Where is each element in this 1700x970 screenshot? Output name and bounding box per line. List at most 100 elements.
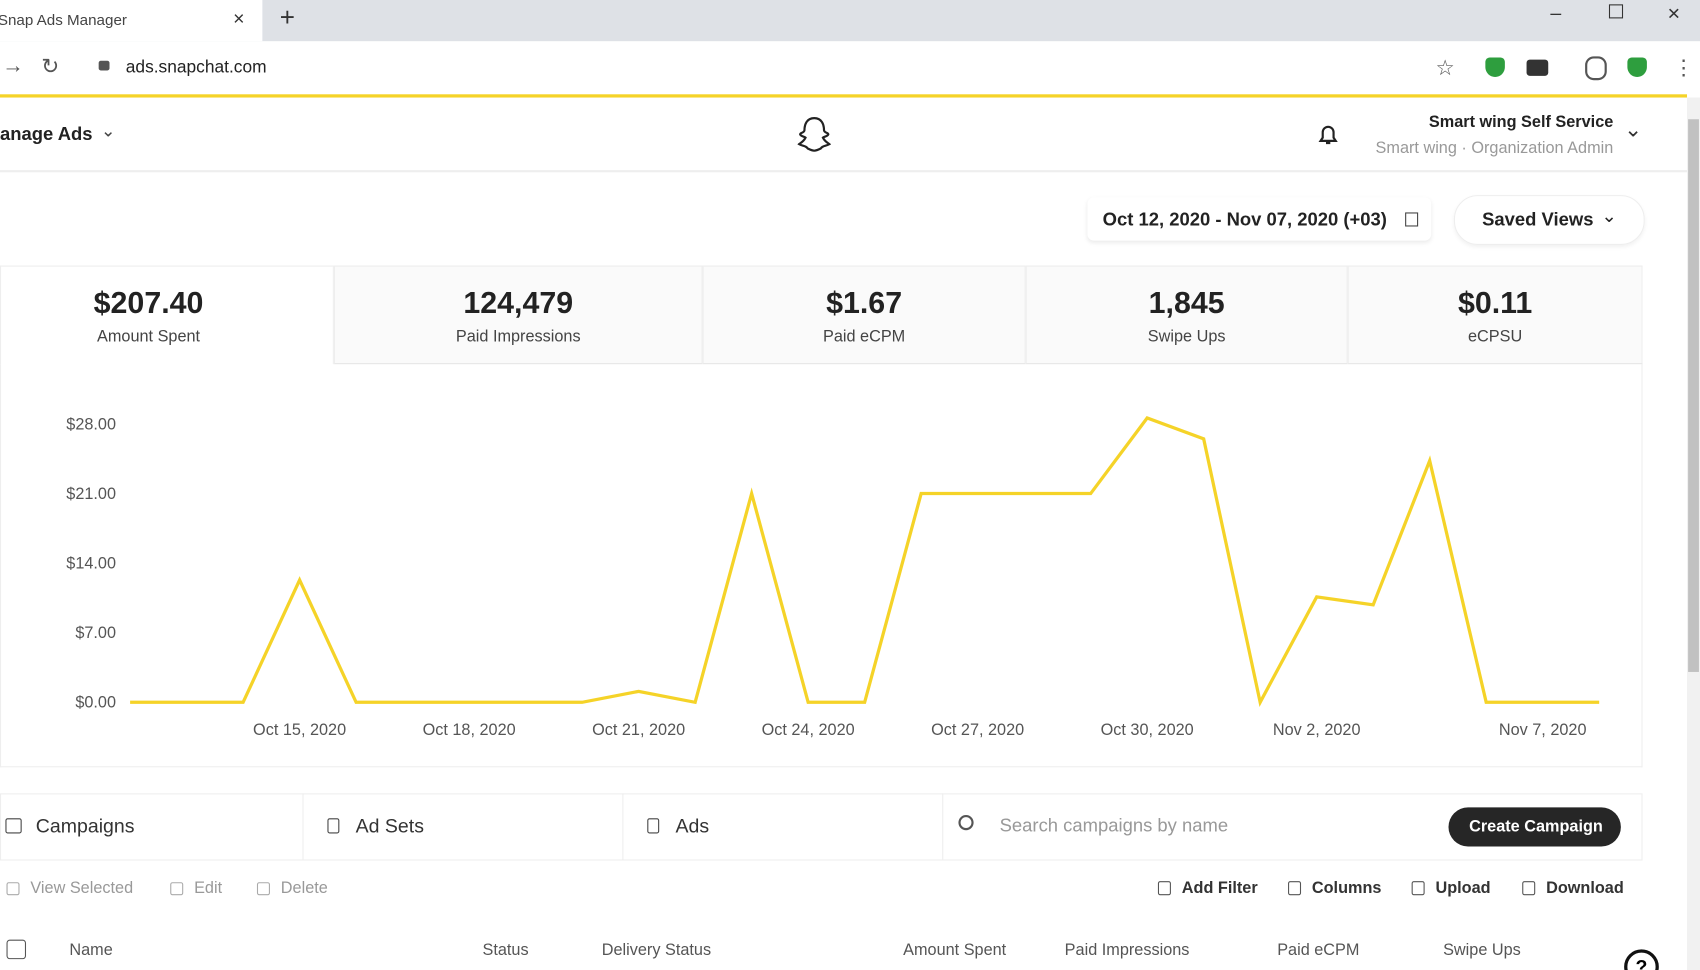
x-tick-label: Oct 15, 2020 [253,721,346,739]
tab-close[interactable]: × [233,7,245,30]
x-tick-label: Oct 27, 2020 [931,721,1024,739]
tabs [0,793,1643,861]
chevron: ⌄ [100,122,116,141]
y-tick-label: $14.00 [66,555,116,573]
action-icon [256,882,270,896]
divider [0,170,1688,173]
stat-value: $207.40 [93,286,204,320]
reload[interactable]: ↻ [41,55,60,80]
tab[interactable] [304,793,624,861]
star[interactable]: ☆ [1435,56,1455,81]
tool-icon [1522,881,1536,896]
profile[interactable] [1585,56,1607,81]
column-header[interactable]: Status [482,940,529,960]
tab[interactable] [0,793,304,861]
column-header[interactable]: Amount Spent [903,940,1007,960]
line [130,416,1600,707]
new-tab[interactable]: + [279,3,295,33]
saved-views[interactable] [1453,195,1645,245]
x-tick-label: Oct 24, 2020 [762,721,855,739]
stat-label: Paid Impressions [455,327,581,346]
create-campaign-label: Create Campaign [1469,817,1603,836]
close[interactable]: × [1667,2,1681,27]
account-role: Smart wing · Organization Admin [1375,138,1614,158]
select-all[interactable] [6,939,27,960]
tool[interactable]: Add Filter [1181,878,1258,898]
stat-label: Swipe Ups [1147,327,1226,346]
extension[interactable] [1485,57,1505,77]
accent-line [0,94,1688,98]
account-name[interactable]: Smart wing Self Service [1428,112,1614,132]
column-header[interactable]: Delivery Status [601,940,712,960]
x-tick-label: Nov 7, 2020 [1499,721,1587,739]
stat-value: 1,845 [1148,286,1225,320]
tab-title: Snap Ads Manager [0,10,127,29]
menu[interactable]: ⋮ [1672,56,1695,81]
stat-card[interactable] [1025,265,1348,365]
y-tick-label: $28.00 [66,415,116,433]
action[interactable]: Edit [194,878,223,898]
search-input[interactable]: Search campaigns by name [999,815,1229,836]
tool[interactable]: Download [1546,878,1624,898]
tool-icon [1288,881,1302,896]
chart: $0.00 $7.00 $14.00 $21.00 $28.00 Oct 15, 2020… [66,415,1600,739]
tab-bar [0,0,1700,42]
account-chevron[interactable]: ⌄ [1624,118,1643,142]
calendar-icon [1405,212,1419,227]
lock [98,60,110,71]
saved-views-label: Saved Views [1482,209,1594,230]
scroll-thumb[interactable] [1688,119,1699,672]
tab-label: Ads [675,815,710,837]
stat-value: $1.67 [826,286,903,320]
bell[interactable] [1316,124,1340,148]
column-header[interactable]: Swipe Ups [1443,940,1521,960]
tool-icon [1157,881,1171,896]
tab-icon [327,818,340,834]
column-header[interactable]: Name [69,940,113,960]
x-tick-label: Nov 2, 2020 [1273,721,1361,739]
stat-label: Paid eCPM [822,327,906,346]
help[interactable]: ? [1624,949,1659,970]
url[interactable]: ads.snapchat.com [125,58,267,77]
create-campaign[interactable] [1448,807,1621,847]
stat-label: Amount Spent [97,327,201,346]
forward[interactable]: → [2,54,24,79]
stat-card[interactable] [702,265,1026,365]
y-tick-label: $0.00 [75,694,116,712]
extension[interactable] [1627,57,1647,77]
restore[interactable] [1608,4,1624,19]
date-range: Oct 12, 2020 - Nov 07, 2020 (+03) [1102,209,1387,230]
column-header[interactable]: Paid eCPM [1277,940,1360,960]
y-tick-label: $21.00 [66,485,116,503]
stat-card[interactable] [333,265,703,365]
stat-card[interactable] [1347,265,1643,365]
search-icon [958,815,974,831]
stat-value: 124,479 [463,286,574,320]
minimize[interactable]: – [1550,2,1562,24]
tab[interactable] [623,793,944,861]
x-tick-label: Oct 18, 2020 [423,721,516,739]
menu-title[interactable]: anage Ads [0,123,93,145]
action-icon [6,882,20,896]
action[interactable]: View Selected [30,878,134,898]
stat-label: eCPSU [1467,327,1523,346]
tab-icon [5,818,22,834]
y-tick-label: $7.00 [75,624,116,642]
tab-label: Campaigns [35,815,135,837]
x-tick-label: Oct 30, 2020 [1101,721,1194,739]
column-header[interactable]: Paid Impressions [1064,940,1190,960]
tab-icon [647,818,660,834]
tool[interactable]: Columns [1311,878,1382,898]
extension[interactable] [1526,59,1549,76]
stat-value: $0.11 [1457,286,1533,320]
x-tick-label: Oct 21, 2020 [592,721,685,739]
chevron: ⌄ [1601,205,1617,227]
action-icon [170,882,184,896]
tab[interactable] [0,0,263,42]
stat-card[interactable] [0,265,334,365]
snap-logo [797,117,832,152]
tool[interactable]: Upload [1435,878,1491,898]
action[interactable]: Delete [280,878,328,898]
